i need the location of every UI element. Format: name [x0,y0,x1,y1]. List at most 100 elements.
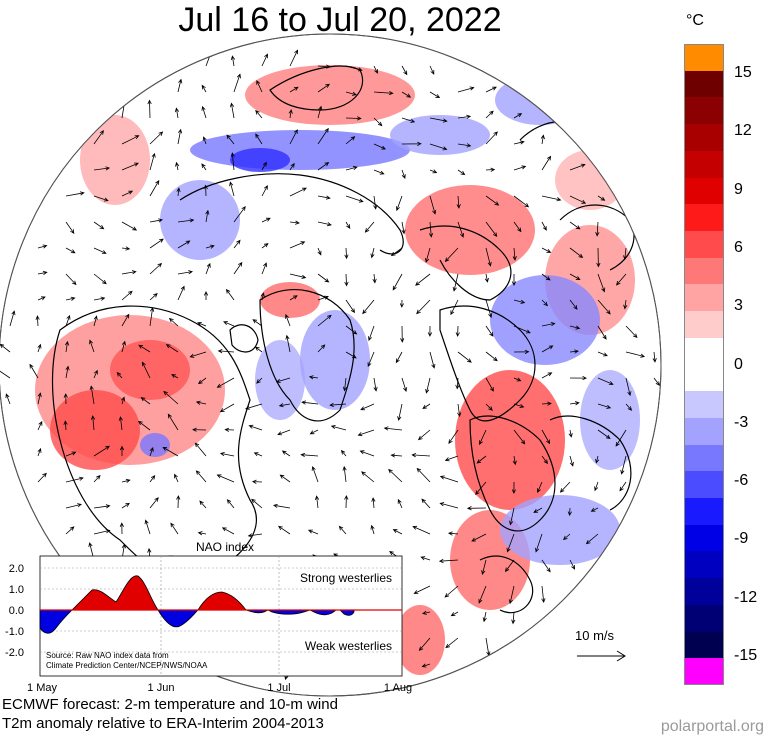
wind-arrow [541,247,552,253]
wind-arrow [541,559,551,573]
wind-arrow [300,452,319,458]
wind-arrow [485,299,493,319]
colorbar-segment [684,604,724,633]
wind-arrow [563,533,571,541]
wind-arrow [121,290,133,301]
wind-arrow [344,494,349,509]
wind-arrow [448,429,459,444]
wind-arrow [513,349,530,354]
nao-xtick: 1 Aug [384,682,412,694]
wind-arrow [373,143,387,150]
wind-arrow [508,585,515,605]
wind-arrow [203,290,209,300]
wind-arrow [93,130,104,145]
wind-arrow [65,526,75,535]
wind-arrow [65,476,84,483]
wind-arrow [194,442,207,457]
colorbar-segment [684,44,724,72]
wind-arrow [425,377,431,394]
wind-arrow [345,221,351,229]
wind-arrow [260,292,265,301]
colorbar-unit: °C [686,12,704,29]
nao-xtick: 1 Jul [267,682,290,694]
wind-arrow [121,340,126,353]
nao-x-ticks: 1 May 1 Jun 1 Jul 1 Aug [27,682,412,694]
wind-arrow [541,221,547,231]
wind-arrow [247,533,263,538]
wind-arrow [301,400,319,405]
wind-arrow [370,247,375,259]
wind-arrow [513,377,522,382]
wind-arrow [390,247,403,257]
wind-arrow [344,273,349,287]
wind-scale-arrow [577,650,626,662]
wind-arrow [197,531,207,536]
colorbar-tick-label: 15 [734,64,752,81]
wind-arrow [261,262,267,275]
colorbar-tick-label: -15 [734,647,758,664]
colorbar-segment [684,97,724,125]
wind-arrow [37,270,48,276]
wind-arrow [121,396,126,405]
wind-arrow [317,221,332,227]
wind-arrow [513,429,526,445]
wind-arrow [537,481,543,494]
wind-arrow [195,400,207,405]
wind-arrow [35,315,40,327]
wind-arrow [29,363,39,379]
wind-arrow [597,429,611,440]
colorbar-segment [684,364,724,392]
wind-arrow [289,187,307,197]
wind-arrow [168,317,179,327]
wind-arrow [289,295,298,301]
wind-arrow [65,314,71,327]
wind-arrow [597,351,608,357]
wind-arrow [254,346,263,353]
wind-arrow [308,375,319,380]
wind-arrow [513,165,527,171]
wind-arrow [597,195,606,201]
wind-arrow [121,502,130,509]
wind-arrow [93,195,109,202]
wind-arrow [205,244,215,249]
wind-arrow [373,90,394,96]
nao-title: NAO index [195,540,255,554]
wind-arrow [362,299,375,315]
wind-arrow [399,299,404,308]
wind-arrow [428,221,434,238]
wind-arrow [64,340,70,353]
wind-arrow [342,377,347,392]
wind-arrow [513,195,530,208]
wind-arrow [317,162,330,171]
wind-arrow [177,270,194,275]
wind-arrow [368,325,375,342]
colorbar-segment [684,230,724,259]
wind-arrow [37,343,42,353]
wind-vectors [0,49,661,681]
wind-arrow [177,78,183,93]
wind-arrow [252,319,263,327]
wind-arrow [457,351,472,363]
wind-arrow [361,471,375,483]
wind-arrow [256,377,263,384]
wind-arrow [506,533,515,553]
colorbar-segment [684,284,724,312]
wind-arrow [456,195,461,209]
wind-arrow [63,393,68,405]
wind-arrow [175,161,180,171]
footer-line1: ECMWF forecast: 2-m temperature and 10-m… [2,696,338,713]
wind-arrow [317,247,322,256]
wind-arrow [311,465,319,483]
colorbar-segment [684,177,724,205]
wind-arrow [289,241,306,249]
wind-arrow [65,296,76,301]
wind-arrow [597,377,614,385]
wind-arrow [425,247,431,263]
strong-westerlies-label: Strong westerlies [300,571,392,585]
wind-arrow [367,351,375,367]
wind-arrow [261,161,267,171]
wind-arrow [121,478,131,483]
wind-arrow [197,322,207,327]
wind-arrow [504,559,515,573]
wind-arrow [513,299,526,304]
